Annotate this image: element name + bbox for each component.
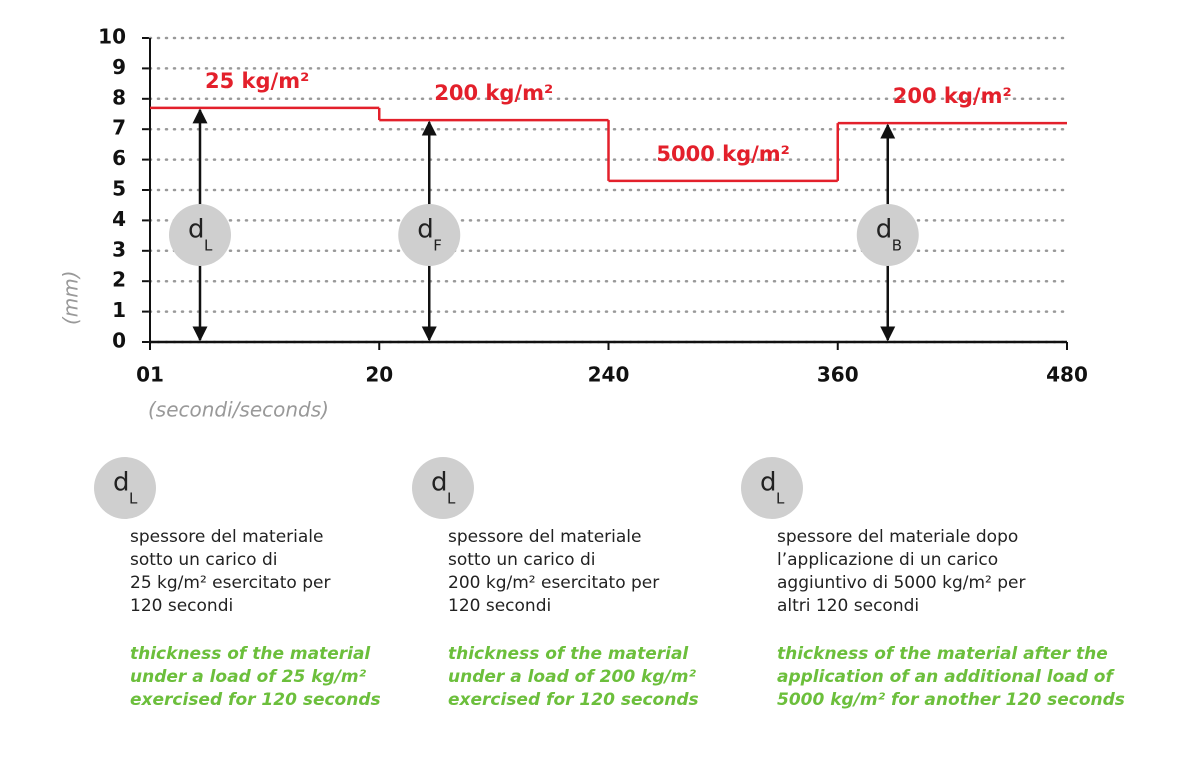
segment-label: 200 kg/m²	[434, 81, 553, 105]
marker-letter: d	[417, 215, 434, 245]
y-tick-label: 9	[112, 55, 126, 79]
y-tick-label: 4	[112, 207, 126, 231]
legend-badge	[741, 457, 803, 519]
x-tick-label: 480	[1046, 363, 1088, 387]
legend-it: 120 secondi	[130, 596, 233, 616]
legend-letter: d	[113, 468, 130, 498]
legend-it: spessore del materiale	[130, 527, 324, 547]
marker-sub: F	[433, 237, 442, 255]
x-axis-label: (secondi/seconds)	[148, 398, 329, 422]
marker-badge	[398, 204, 461, 266]
y-tick-label: 10	[98, 25, 126, 49]
legend-sub: L	[447, 490, 456, 508]
marker-badge	[856, 204, 919, 266]
legend-it: sotto un carico di	[448, 550, 596, 570]
legend-it: 25 kg/m² esercitato per	[130, 573, 330, 593]
x-tick-label: 360	[817, 363, 859, 387]
legend-it: 120 secondi	[448, 596, 551, 616]
marker-letter: d	[188, 215, 205, 245]
y-axis-label: (mm)	[59, 270, 83, 325]
legend-badge	[94, 457, 156, 519]
marker-badge	[169, 204, 231, 266]
y-tick-label: 0	[112, 329, 126, 353]
marker-sub: B	[892, 237, 902, 255]
legend-letter: d	[760, 468, 777, 498]
y-tick-label: 2	[112, 268, 126, 292]
legend-en: under a load of 25 kg/m²	[130, 667, 367, 687]
legend-en: under a load of 200 kg/m²	[448, 667, 696, 687]
legend-sub: L	[776, 490, 785, 508]
y-tick-label: 5	[112, 177, 126, 201]
legend-it: aggiuntivo di 5000 kg/m² per	[777, 573, 1026, 593]
legend-en: thickness of the material after the	[777, 644, 1108, 664]
segment-label: 200 kg/m²	[893, 84, 1012, 108]
legend-badge	[412, 457, 474, 519]
legend-sub: L	[129, 490, 138, 508]
y-tick-label: 1	[112, 298, 126, 322]
legend-en: exercised for 120 seconds	[130, 690, 381, 710]
legend-it: spessore del materiale	[448, 527, 642, 547]
legend-it: altri 120 secondi	[777, 596, 919, 616]
x-tick-label: 01	[136, 363, 164, 387]
x-tick-label: 20	[365, 363, 393, 387]
legend-it: sotto un carico di	[130, 550, 278, 570]
legend-it: l’applicazione di un carico	[777, 550, 998, 570]
legend-en: application of an additional load of	[777, 667, 1115, 687]
legend-en: thickness of the material	[130, 644, 371, 664]
marker-sub: L	[204, 237, 213, 255]
y-tick-label: 8	[112, 85, 126, 109]
legend-letter: d	[431, 468, 448, 498]
x-tick-label: 240	[588, 363, 630, 387]
y-tick-label: 3	[112, 237, 126, 261]
y-tick-label: 7	[112, 116, 126, 140]
y-tick-label: 6	[112, 146, 126, 170]
legend-en: 5000 kg/m² for another 120 seconds	[777, 690, 1125, 710]
legend-it: 200 kg/m² esercitato per	[448, 573, 659, 593]
segment-label: 25 kg/m²	[205, 69, 309, 93]
marker-letter: d	[876, 215, 893, 245]
legend-en: exercised for 120 seconds	[448, 690, 699, 710]
segment-label: 5000 kg/m²	[656, 142, 790, 166]
legend-it: spessore del materiale dopo	[777, 527, 1018, 547]
legend-en: thickness of the material	[448, 644, 689, 664]
